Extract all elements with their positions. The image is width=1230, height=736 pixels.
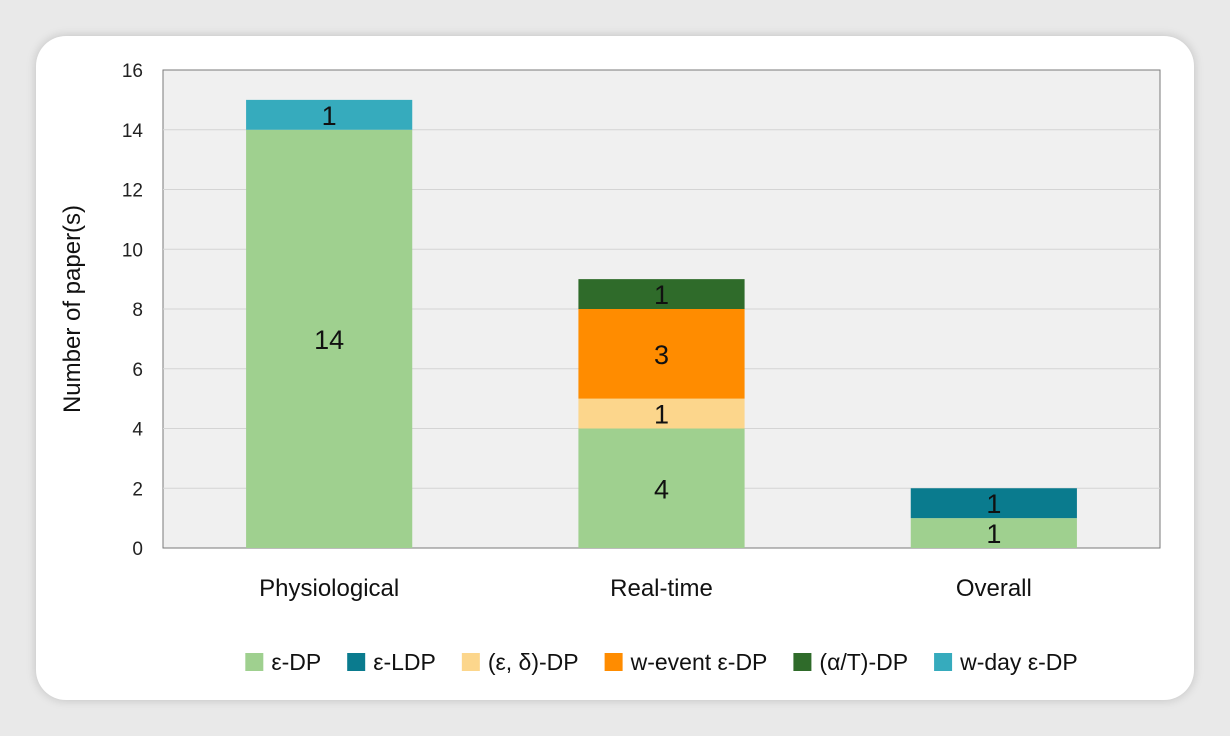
legend-item: (ε, δ)-DP (461, 649, 579, 675)
legend-swatch (461, 653, 480, 671)
legend-swatch (245, 653, 264, 671)
legend-label: ε-DP (271, 649, 321, 675)
y-tick-label: 4 (132, 420, 143, 441)
bar-segment (578, 398, 745, 429)
data-label: 1 (654, 400, 669, 430)
y-tick-label: 2 (132, 479, 143, 500)
legend-swatch (347, 653, 366, 671)
data-label: 14 (314, 325, 344, 355)
legend-item: (α/T)-DP (793, 649, 908, 675)
legend-label: w-day ε-DP (959, 649, 1078, 675)
y-tick-label: 0 (132, 539, 143, 560)
legend-swatch (604, 653, 623, 671)
y-tick-label: 16 (122, 61, 143, 82)
bar-segment (246, 129, 413, 548)
legend-label: ε-LDP (373, 649, 436, 675)
y-axis-title: Number of paper(s) (59, 205, 86, 413)
data-label: 1 (986, 489, 1001, 519)
legend-item: w-day ε-DP (934, 649, 1078, 675)
data-label: 1 (654, 280, 669, 310)
legend-label: w-event ε-DP (630, 649, 768, 675)
legend-label: (α/T)-DP (819, 649, 908, 675)
bar-segment (246, 99, 413, 130)
legend-item: ε-LDP (347, 649, 436, 675)
data-label: 4 (654, 474, 669, 504)
legend-label: (ε, δ)-DP (488, 649, 579, 675)
legend-swatch (793, 653, 812, 671)
data-label: 1 (322, 101, 337, 131)
bar-segment (578, 279, 745, 309)
data-label: 3 (654, 340, 669, 370)
y-tick-label: 14 (122, 121, 144, 142)
legend-item: w-event ε-DP (604, 649, 768, 675)
legend: ε-DP ε-LDP (ε, δ)-DP w-event ε-DP (α/T)-DP w-… (245, 649, 1078, 675)
x-category-label: Real-time (610, 575, 713, 602)
legend-item: ε-DP (245, 649, 321, 675)
bar-segment (910, 488, 1077, 519)
x-axis-category-labels: Physiological Real-time Overall (259, 575, 1032, 602)
bar-segment (578, 309, 745, 399)
x-category-label: Overall (956, 575, 1032, 602)
y-tick-label: 10 (122, 240, 143, 261)
x-category-label: Physiological (259, 575, 399, 602)
y-tick-label: 8 (132, 300, 143, 321)
legend-swatch (934, 653, 953, 671)
data-label: 1 (986, 519, 1001, 549)
bar-segment (910, 518, 1077, 548)
bar-segment (578, 428, 745, 548)
y-tick-label: 6 (132, 360, 143, 381)
y-tick-label: 12 (122, 181, 143, 202)
y-axis-tick-labels: 0 2 4 6 8 10 12 14 16 (122, 61, 144, 560)
